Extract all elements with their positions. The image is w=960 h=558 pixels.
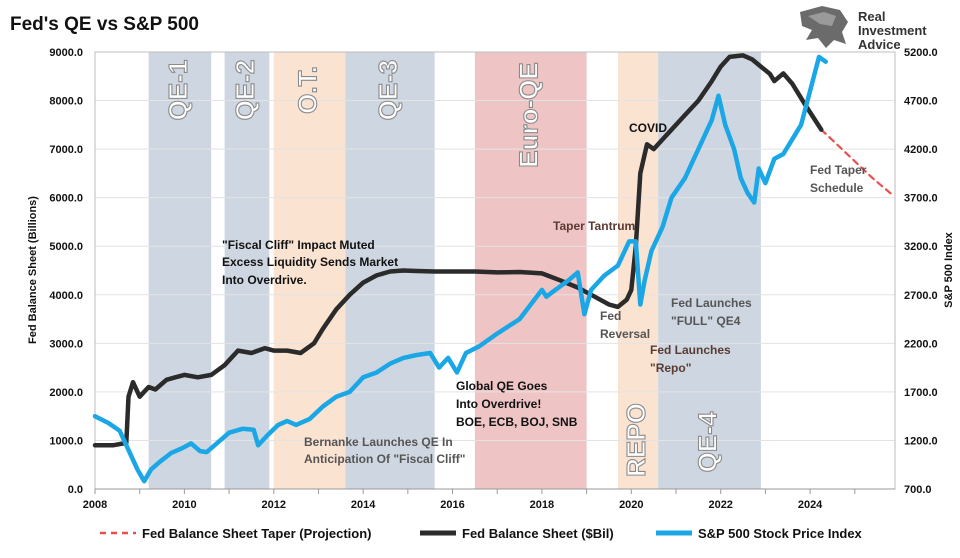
y-right-tick-label: 700.0 (904, 484, 932, 496)
series-line-s-p-500-stock-price-index (92, 54, 828, 484)
annotation-fed-repo: Fed Launches "Repo" (650, 343, 731, 375)
annotation-line: Global QE Goes (456, 379, 548, 393)
annotation-line: Reversal (600, 327, 650, 341)
x-tick-label: 2024 (798, 499, 823, 511)
annotation-fed-taper: Fed Taper Schedule (810, 163, 867, 195)
annotation-line: Fed Launches (650, 343, 731, 357)
shaded-region-label-qe-3: QE-3 (373, 60, 403, 121)
y-left-tick-label: 6000.0 (49, 193, 83, 205)
annotation-global-qe: Global QE Goes Into Overdrive! BOE, ECB,… (456, 379, 578, 429)
logo-text-line1: Real (858, 9, 885, 24)
legend-label-taper: Fed Balance Sheet Taper (Projection) (142, 526, 371, 541)
legend-item-sp500: S&P 500 Stock Price Index (656, 526, 863, 541)
annotation-bernanke: Bernanke Launches QE In Anticipation Of … (304, 435, 465, 466)
y-left-tick-label: 7000.0 (49, 144, 83, 156)
annotation-line: Into Overdrive! (456, 397, 541, 411)
y-left-tick-label: 9000.0 (49, 47, 83, 59)
shaded-region-qe-1 (148, 52, 212, 489)
shaded-region-labels: QE-1 QE-2 O.T. QE-3 Euro-QE REPO QE-4 (162, 59, 723, 477)
y-right-tick-label: 3700.0 (904, 193, 938, 205)
x-tick-label: 2016 (440, 499, 464, 511)
y-right-tick-label: 2200.0 (904, 338, 938, 350)
annotation-covid: COVID (629, 121, 667, 135)
y-right-tick-label: 4700.0 (904, 96, 938, 108)
x-tick-label: 2012 (262, 499, 286, 511)
x-tick-label: 2010 (172, 499, 196, 511)
series-line-fed-balance-sheet-taper-projection (820, 128, 894, 197)
annotation-line: "FULL" QE4 (671, 314, 741, 328)
annotation-taper-tantrum: Taper Tantrum (553, 219, 635, 233)
annotation-line: "Repo" (650, 361, 691, 375)
legend-label-balance-sheet: Fed Balance Sheet ($Bil) (462, 526, 614, 541)
chart-title: Fed's QE vs S&P 500 (10, 14, 199, 35)
y-left-tick-label: 8000.0 (49, 96, 83, 108)
legend: Fed Balance Sheet Taper (Projection) Fed… (100, 526, 863, 541)
annotation-line: Bernanke Launches QE In (304, 435, 453, 449)
legend-item-balance-sheet: Fed Balance Sheet ($Bil) (420, 526, 614, 541)
annotation-fed-reversal: Fed Reversal (600, 309, 650, 341)
x-tick-label: 2022 (708, 499, 732, 511)
logo-text-line3: Advice (858, 37, 901, 52)
y-left-tick-label: 4000.0 (49, 290, 83, 302)
y-right-tick-label: 5200.0 (904, 47, 938, 59)
y-left-tick-label: 1000.0 (49, 435, 83, 447)
logo-text-line2: Investment (858, 23, 927, 38)
annotation-line: Fed Launches (671, 296, 752, 310)
y-left-tick-label: 2000.0 (49, 387, 83, 399)
y-left-tick-label: 3000.0 (49, 338, 83, 350)
y-right-tick-label: 1700.0 (904, 387, 938, 399)
shaded-region-label-qe-1: QE-1 (163, 60, 193, 121)
annotation-line: Excess Liquidity Sends Market (222, 255, 398, 269)
y-right-tick-label: 4200.0 (904, 144, 938, 156)
y-axis-right-label: S&P 500 Index (943, 231, 955, 307)
annotation-line: Fed (600, 309, 621, 323)
shaded-region-label-qe-4: QE-4 (692, 411, 722, 472)
annotation-line: Schedule (810, 181, 864, 195)
annotation-full-qe4: Fed Launches "FULL" QE4 (671, 296, 752, 328)
annotation-line: Anticipation Of "Fiscal Cliff" (304, 452, 465, 466)
annotation-line: "Fiscal Cliff" Impact Muted (222, 238, 375, 252)
y-left-tick-label: 5000.0 (49, 241, 83, 253)
shaded-region-label-repo: REPO (621, 403, 651, 477)
y-right-tick-label: 1200.0 (904, 435, 938, 447)
legend-label-sp500: S&P 500 Stock Price Index (698, 526, 863, 541)
x-tick-label: 2014 (351, 499, 376, 511)
y-right-tick-label: 2700.0 (904, 290, 938, 302)
logo: Real Investment Advice (800, 6, 927, 52)
annotation-line: Into Overdrive. (222, 273, 307, 287)
series-line-fed-balance-sheet-bil (92, 53, 824, 448)
y-axis-left-label: Fed Balance Sheet (Billions) (27, 196, 39, 344)
annotation-line: Fed Taper (810, 163, 867, 177)
x-tick-label: 2008 (83, 499, 107, 511)
annotation-line: BOE, ECB, BOJ, SNB (456, 415, 578, 429)
axes: 2008 2010 2012 2014 2016 2018 2020 2022 2024 0.0 1… (49, 47, 937, 511)
shaded-region-label-o-t-: O.T. (292, 66, 322, 114)
y-left-tick-label: 0.0 (68, 484, 83, 496)
series-lines (92, 53, 894, 484)
eagle-logo-shade-icon (808, 12, 836, 26)
x-tick-label: 2018 (530, 499, 554, 511)
x-tick-label: 2020 (619, 499, 643, 511)
shaded-region-label-qe-2: QE-2 (230, 60, 260, 121)
annotation-fiscal-cliff: "Fiscal Cliff" Impact Muted Excess Liqui… (222, 238, 398, 287)
shaded-region-label-euro-qe: Euro-QE (514, 62, 544, 167)
y-right-tick-label: 3200.0 (904, 241, 938, 253)
shaded-region-qe-2 (224, 52, 270, 489)
legend-item-taper: Fed Balance Sheet Taper (Projection) (100, 526, 371, 541)
